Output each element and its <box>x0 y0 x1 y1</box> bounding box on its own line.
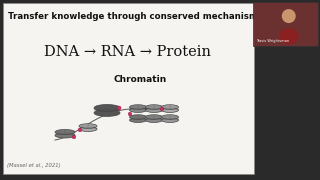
Ellipse shape <box>279 28 299 44</box>
Ellipse shape <box>162 108 179 112</box>
Ellipse shape <box>55 129 75 134</box>
Bar <box>3 3 254 174</box>
Ellipse shape <box>130 118 147 122</box>
Ellipse shape <box>130 108 147 112</box>
Circle shape <box>72 135 76 139</box>
Ellipse shape <box>146 115 163 119</box>
Ellipse shape <box>94 105 120 111</box>
Ellipse shape <box>146 118 163 122</box>
Text: Transfer knowledge through conserved mechanisms: Transfer knowledge through conserved mec… <box>8 12 263 21</box>
Ellipse shape <box>130 105 147 109</box>
Text: Chromatin: Chromatin <box>113 75 167 84</box>
Ellipse shape <box>162 105 179 109</box>
Text: DNA → RNA → Protein: DNA → RNA → Protein <box>44 45 211 59</box>
Circle shape <box>117 106 121 110</box>
Ellipse shape <box>162 118 179 122</box>
Ellipse shape <box>79 124 97 128</box>
Bar <box>253 2 318 46</box>
Ellipse shape <box>146 105 163 109</box>
Text: Travis Wrightsman: Travis Wrightsman <box>256 39 289 43</box>
Circle shape <box>78 128 82 132</box>
Circle shape <box>160 107 164 111</box>
Ellipse shape <box>130 115 147 119</box>
Ellipse shape <box>146 108 163 112</box>
Ellipse shape <box>94 109 120 116</box>
Circle shape <box>128 112 132 116</box>
Ellipse shape <box>162 115 179 119</box>
Circle shape <box>282 9 296 23</box>
Ellipse shape <box>79 127 97 131</box>
Text: (Massel et al., 2021): (Massel et al., 2021) <box>7 163 60 168</box>
Ellipse shape <box>55 133 75 138</box>
